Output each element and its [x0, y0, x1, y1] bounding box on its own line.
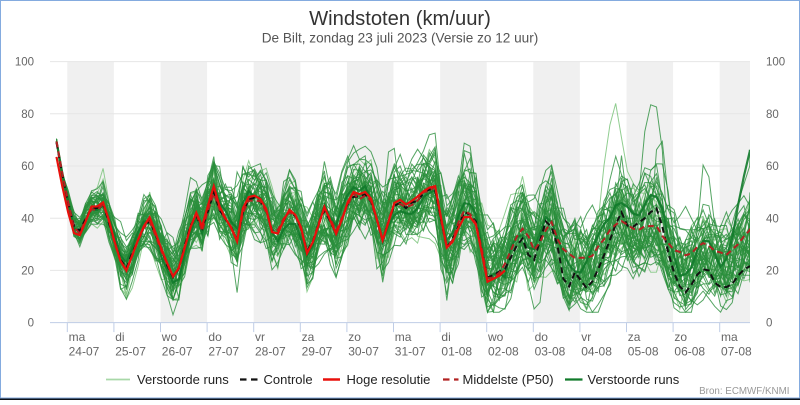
svg-text:26-07: 26-07 [162, 345, 193, 359]
svg-text:05-08: 05-08 [628, 345, 659, 359]
svg-text:40: 40 [766, 213, 779, 225]
svg-text:100: 100 [766, 57, 785, 69]
svg-text:Hoge resolutie: Hoge resolutie [347, 372, 431, 387]
svg-text:wo: wo [161, 330, 178, 344]
svg-text:0: 0 [766, 318, 772, 330]
svg-text:Bron: ECMWF/KNMI: Bron: ECMWF/KNMI [699, 386, 789, 397]
svg-text:ma: ma [69, 330, 86, 344]
svg-text:27-07: 27-07 [208, 345, 239, 359]
svg-text:01-08: 01-08 [441, 345, 472, 359]
svg-text:do: do [208, 330, 222, 344]
svg-text:ma: ma [721, 330, 738, 344]
svg-text:Verstoorde runs: Verstoorde runs [137, 372, 229, 387]
svg-text:wo: wo [487, 330, 504, 344]
svg-text:80: 80 [766, 109, 779, 121]
svg-text:ma: ma [395, 330, 412, 344]
svg-text:20: 20 [766, 266, 779, 278]
svg-text:02-08: 02-08 [488, 345, 519, 359]
svg-text:06-08: 06-08 [674, 345, 705, 359]
svg-text:Verstoorde runs: Verstoorde runs [588, 372, 680, 387]
svg-text:Controle: Controle [264, 372, 313, 387]
svg-text:07-08: 07-08 [721, 345, 752, 359]
svg-text:80: 80 [21, 109, 34, 121]
svg-text:60: 60 [21, 161, 34, 173]
svg-text:di: di [441, 330, 450, 344]
svg-text:60: 60 [766, 161, 779, 173]
svg-text:25-07: 25-07 [115, 345, 146, 359]
svg-text:0: 0 [28, 318, 34, 330]
svg-text:40: 40 [21, 213, 34, 225]
svg-text:za: za [628, 330, 641, 344]
svg-text:di: di [115, 330, 124, 344]
svg-text:28-07: 28-07 [255, 345, 286, 359]
svg-text:De Bilt, zondag 23 juli 2023 (: De Bilt, zondag 23 juli 2023 (Versie zo … [262, 31, 539, 46]
svg-text:24-07: 24-07 [69, 345, 100, 359]
svg-text:04-08: 04-08 [581, 345, 612, 359]
svg-text:zo: zo [674, 330, 687, 344]
svg-text:za: za [302, 330, 315, 344]
svg-text:03-08: 03-08 [535, 345, 566, 359]
svg-text:vr: vr [255, 330, 265, 344]
svg-text:100: 100 [15, 57, 34, 69]
svg-text:zo: zo [348, 330, 361, 344]
svg-text:30-07: 30-07 [348, 345, 379, 359]
svg-text:Windstoten (km/uur): Windstoten (km/uur) [309, 8, 491, 30]
svg-text:Middelste (P50): Middelste (P50) [463, 372, 554, 387]
svg-text:vr: vr [581, 330, 591, 344]
svg-text:29-07: 29-07 [302, 345, 333, 359]
svg-text:20: 20 [21, 266, 34, 278]
svg-text:31-07: 31-07 [395, 345, 426, 359]
svg-text:do: do [535, 330, 549, 344]
